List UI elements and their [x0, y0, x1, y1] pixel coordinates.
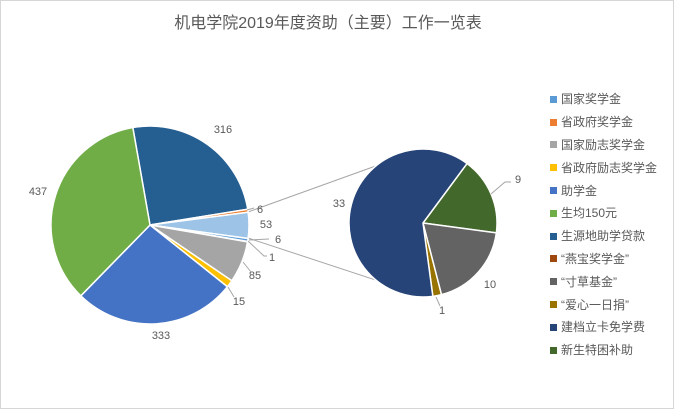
legend-label: “燕宝奖学金” — [561, 251, 629, 266]
legend-label: 省政府奖学金 — [561, 115, 634, 130]
legend-item-3[interactable]: 省政府励志奖学金 — [550, 156, 657, 179]
label-leader-line-5 — [490, 181, 511, 195]
main-pie-data-label: 1 — [269, 252, 275, 264]
legend-item-2[interactable]: 国家励志奖学金 — [550, 134, 657, 157]
legend-swatch-icon — [550, 95, 557, 103]
secondary-pie-data-label: 1 — [439, 305, 445, 317]
legend-item-4[interactable]: 助学金 — [550, 179, 657, 202]
legend-label: 建档立卡免学费 — [561, 320, 646, 335]
main-pie-slice-7[interactable] — [80, 224, 229, 325]
label-leader-line-2 — [247, 240, 267, 257]
legend-swatch-icon — [550, 301, 557, 309]
legend-label: “爱心一日捐” — [561, 297, 629, 312]
main-pie-data-label: 437 — [29, 186, 47, 198]
main-pie-data-label: 53 — [260, 219, 272, 231]
legend-swatch-icon — [550, 187, 557, 195]
legend-item-0[interactable]: 国家奖学金 — [550, 88, 657, 111]
legend-swatch-icon — [550, 323, 557, 331]
legend-item-5[interactable]: 生均150元 — [550, 202, 657, 225]
legend-swatch-icon — [550, 141, 557, 149]
main-pie-data-label: 85 — [249, 270, 261, 282]
main-pie-data-label: 333 — [152, 330, 170, 342]
legend-label: 生源地助学贷款 — [561, 229, 646, 244]
label-leader-line-4 — [227, 286, 235, 298]
legend-label: 省政府励志奖学金 — [561, 160, 658, 175]
main-pie-data-label: 6 — [257, 204, 263, 216]
chart-title: 机电学院2019年度资助（主要）工作一览表 — [174, 15, 482, 32]
legend-swatch-icon — [550, 346, 557, 354]
legend-item-10[interactable]: 建档立卡免学费 — [550, 316, 657, 339]
legend-swatch-icon — [550, 278, 557, 286]
main-pie-slice-8[interactable] — [50, 126, 151, 297]
legend-label: 新生特困补助 — [561, 343, 634, 358]
legend-label: 国家奖学金 — [561, 92, 622, 107]
label-leader-line-6 — [435, 296, 441, 307]
legend-item-6[interactable]: 生源地助学贷款 — [550, 225, 657, 248]
secondary-pie-data-label: 33 — [333, 198, 345, 210]
label-leader-line-0 — [246, 207, 255, 211]
legend-swatch-icon — [550, 209, 557, 217]
main-pie-slice-0[interactable] — [132, 125, 249, 226]
label-leader-line-3 — [242, 261, 252, 273]
secondary-pie-data-label: 10 — [484, 279, 496, 291]
legend-swatch-icon — [550, 164, 557, 172]
legend-label: 生均150元 — [561, 206, 618, 221]
legend-swatch-icon — [550, 232, 557, 240]
legend-item-11[interactable]: 新生特困补助 — [550, 339, 657, 362]
legend-swatch-icon — [550, 118, 557, 126]
legend: 国家奖学金省政府奖学金 国家励志奖学金 省政府励志奖学金 助学金生均150元生源地助学… — [550, 88, 657, 362]
main-pie-data-label: 15 — [233, 296, 245, 308]
main-pie-data-label: 316 — [214, 124, 232, 136]
secondary-pie-slice-1[interactable] — [422, 222, 498, 296]
label-leader-line-1 — [248, 238, 270, 241]
legend-item-1[interactable]: 省政府奖学金 — [550, 111, 657, 134]
legend-item-7[interactable]: “燕宝奖学金” — [550, 248, 657, 271]
main-pie-data-label: 6 — [275, 234, 281, 246]
legend-label: “寸草基金” — [561, 274, 617, 289]
legend-swatch-icon — [550, 255, 557, 263]
legend-item-8[interactable]: “寸草基金” — [550, 270, 657, 293]
legend-item-9[interactable]: “爱心一日捐” — [550, 293, 657, 316]
legend-label: 国家励志奖学金 — [561, 137, 646, 152]
secondary-pie-data-label: 9 — [515, 174, 521, 186]
secondary-pie-slice-3[interactable] — [348, 148, 468, 298]
legend-label: 助学金 — [561, 183, 598, 198]
